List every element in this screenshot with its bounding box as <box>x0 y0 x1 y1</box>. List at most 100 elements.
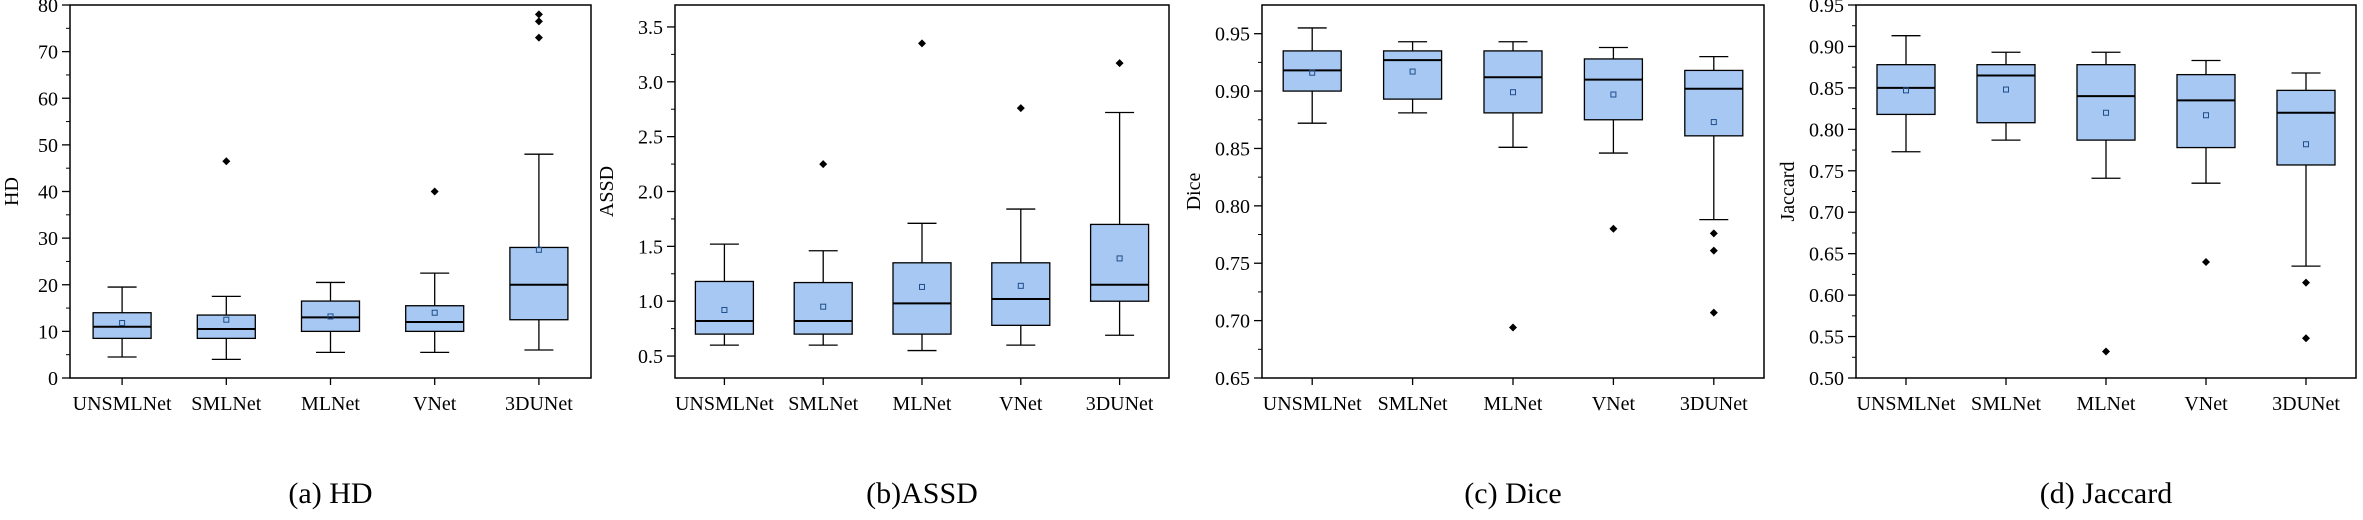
mean-marker <box>327 313 334 320</box>
mean-marker <box>2203 112 2209 119</box>
mean-marker <box>2303 141 2309 148</box>
x-tick-label: SMLNet <box>1378 393 1448 415</box>
y-tick-label: 70 <box>38 42 58 64</box>
mean-marker <box>1903 87 1909 94</box>
outlier-point <box>534 33 543 42</box>
x-tick-label: MLNet <box>301 393 360 415</box>
mean-marker <box>1116 255 1123 262</box>
x-tick-label: 3DUNet <box>2272 393 2340 415</box>
outlier-point <box>2302 278 2310 287</box>
outlier-point <box>1609 224 1618 233</box>
outlier-point <box>819 160 828 169</box>
x-tick-label: 3DUNet <box>505 393 573 415</box>
outlier-point <box>534 10 543 19</box>
y-tick-label: 0 <box>48 368 58 390</box>
y-tick-label: 0.90 <box>1215 81 1250 103</box>
y-tick-label: 80 <box>38 0 58 17</box>
outlier-point <box>2302 334 2310 343</box>
chart-panel-2: 0.5 1.0 1.5 2.0 2.5 3.0 3.5 ASSD UNSMLNet SMLNet M… <box>596 4 1170 510</box>
y-tick-label: 40 <box>38 182 58 204</box>
outlier-point <box>1016 104 1025 113</box>
iqr-box <box>1483 50 1543 114</box>
y-tick-label: 0.50 <box>1809 368 1844 390</box>
mean-marker <box>721 306 728 313</box>
box-vnet <box>2176 59 2236 266</box>
x-tick-label: VNet <box>999 393 1043 415</box>
outlier-point <box>1709 229 1718 238</box>
outlier-point <box>2102 347 2110 356</box>
outlier-point <box>1709 246 1718 255</box>
y-tick-label: 0.55 <box>1809 327 1844 349</box>
mean-marker <box>535 246 542 253</box>
iqr-box <box>2076 64 2136 141</box>
y-tick-label: 0.95 <box>1215 24 1250 46</box>
x-tick-label: MLNet <box>2077 393 2136 415</box>
y-tick-label: 3.5 <box>638 17 663 39</box>
y-axis-label: Jaccard <box>1777 162 1799 222</box>
box-vnet <box>991 104 1051 346</box>
box-smlnet <box>793 160 853 346</box>
x-tick-label: SMLNet <box>1971 393 2041 415</box>
x-tick-label: SMLNet <box>191 393 261 415</box>
iqr-box <box>793 281 853 335</box>
panel-caption: (c) Dice <box>1464 477 1561 510</box>
y-tick-label: 0.95 <box>1809 0 1844 17</box>
y-tick-label: 0.80 <box>1215 196 1250 218</box>
x-tick-label: UNSMLNet <box>1857 393 1956 415</box>
mean-marker <box>119 319 126 326</box>
y-tick-label: 10 <box>38 321 58 343</box>
box-3dunet <box>1089 59 1150 336</box>
iqr-box <box>1876 64 1936 116</box>
mean-marker <box>2103 109 2109 116</box>
y-tick-label: 1.5 <box>638 236 663 258</box>
y-tick-label: 0.65 <box>1215 368 1250 390</box>
x-tick-label: VNet <box>1592 393 1636 415</box>
chart-panel-1: 0 10 20 30 40 50 60 70 80 HD UNSMLNet SMLNet MLNet VN… <box>1 0 592 510</box>
y-tick-label: 2.0 <box>638 182 663 204</box>
box-smlnet <box>1382 41 1443 114</box>
panel-caption: (d) Jaccard <box>2040 477 2172 510</box>
box-mlnet <box>1483 41 1543 332</box>
x-tick-label: MLNet <box>893 393 952 415</box>
mean-marker <box>2003 86 2009 93</box>
mean-marker <box>919 283 925 290</box>
y-tick-label: 0.85 <box>1215 138 1250 160</box>
box-vnet <box>405 187 465 354</box>
box-mlnet <box>300 281 361 354</box>
box-unsmlnet <box>1282 27 1342 124</box>
iqr-box <box>300 300 361 333</box>
box-3dunet <box>1684 55 1744 317</box>
iqr-box <box>2276 89 2336 166</box>
x-tick-label: SMLNet <box>788 393 858 415</box>
box-vnet <box>1583 46 1644 233</box>
y-tick-label: 50 <box>38 135 58 157</box>
outlier-point <box>1509 323 1517 332</box>
outlier-point <box>430 187 439 196</box>
outlier-point <box>534 17 543 26</box>
iqr-box <box>509 246 569 321</box>
box-mlnet <box>892 39 952 352</box>
y-tick-label: 0.80 <box>1809 119 1844 141</box>
mean-marker <box>431 309 438 316</box>
box-3dunet <box>509 10 569 351</box>
y-tick-label: 60 <box>38 88 58 110</box>
box-unsmlnet <box>1876 35 1936 153</box>
y-tick-label: 0.65 <box>1809 244 1844 266</box>
y-axis-label: Dice <box>1183 173 1205 211</box>
y-tick-label: 0.85 <box>1809 78 1844 100</box>
mean-marker <box>223 316 230 323</box>
y-tick-label: 1.0 <box>638 291 663 313</box>
box-3dunet <box>2276 72 2336 343</box>
x-tick-label: VNet <box>413 393 457 415</box>
chart-panel-3: 0.65 0.70 0.75 0.80 0.85 0.90 0.95 Dice UNSMLNet… <box>1183 4 1765 510</box>
mean-marker <box>820 303 827 310</box>
mean-marker <box>1510 89 1516 96</box>
y-tick-label: 0.70 <box>1215 311 1250 333</box>
iqr-box <box>892 262 952 335</box>
outlier-point <box>1115 59 1124 68</box>
y-tick-label: 20 <box>38 275 58 297</box>
panel-caption: (b)ASSD <box>866 477 978 510</box>
panel-caption: (a) HD <box>288 477 372 510</box>
iqr-box <box>1684 69 1744 137</box>
